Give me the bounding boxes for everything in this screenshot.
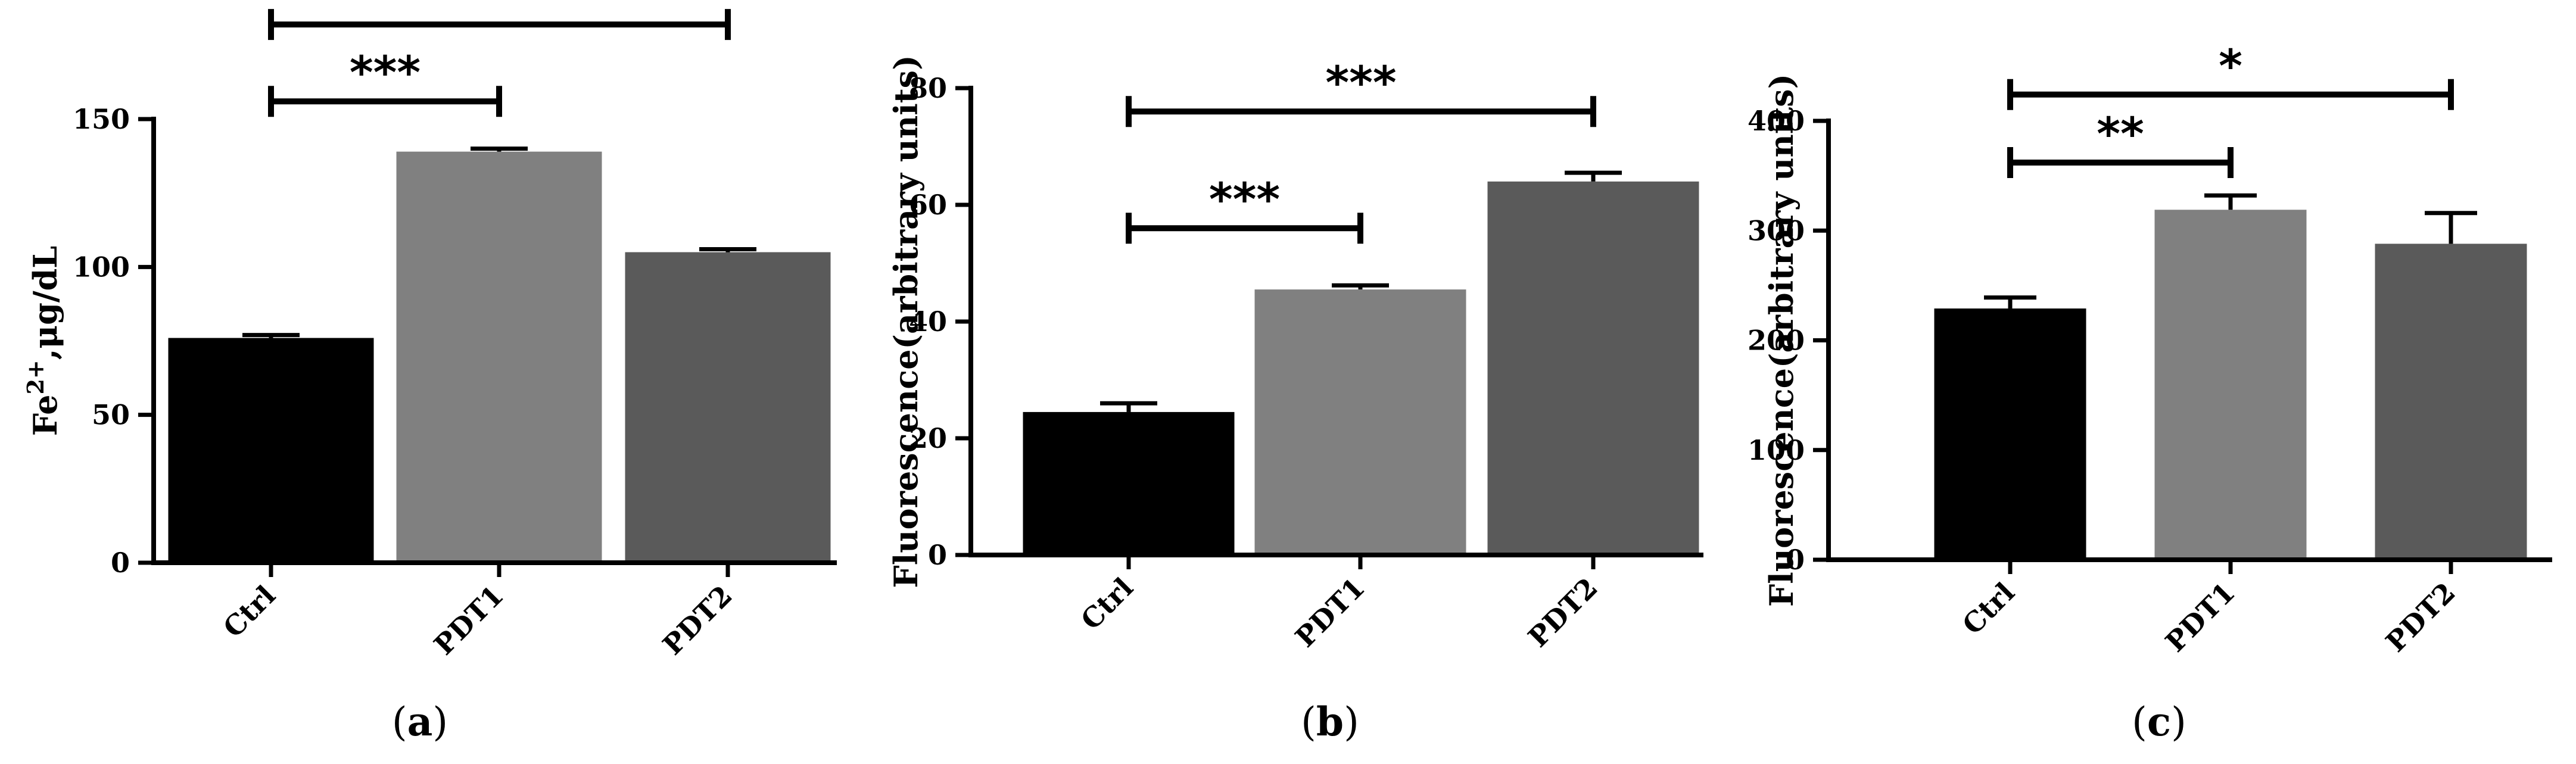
bar-ctrl: [168, 338, 374, 563]
y-tick-label: 80: [909, 72, 947, 104]
y-axis-label-unit: ,μg/dL: [26, 246, 64, 360]
y-tick-label: 0: [928, 539, 947, 571]
y-tick-label: 100: [1748, 434, 1805, 466]
bar-ctrl: [1934, 308, 2086, 560]
y-axis-label: Fe2+,μg/dL: [22, 246, 64, 436]
bar-pdt2: [2375, 244, 2527, 560]
y-tick-label: 400: [1748, 105, 1805, 137]
y-tick-label: 200: [1748, 325, 1805, 357]
chart-panel-a: 0 50 100 150 Ctrl PDT1 PDT2 Fe2+,μg/dL *** *** (a): [22, 0, 837, 745]
panel-label: (b): [1301, 698, 1359, 745]
panel-label-open: (: [1301, 699, 1316, 745]
y-tick-label: 150: [73, 103, 130, 135]
panel-label: (a): [392, 698, 448, 745]
y-tick-label: 40: [909, 305, 947, 338]
panel-label-close: ): [432, 699, 448, 745]
panel-label-letter: c: [2147, 698, 2171, 745]
x-tick-label: PDT1: [1289, 572, 1371, 654]
x-tick-label: PDT2: [2379, 576, 2462, 659]
y-tick-label: 300: [1748, 214, 1805, 247]
y-axis-label: Fluorescence(arbitrary units): [1762, 74, 1801, 607]
bar-ctrl: [1023, 411, 1235, 555]
panel-label-open: (: [2132, 699, 2147, 745]
panel-label-letter: b: [1316, 698, 1344, 745]
chart-panel-b: 0 20 40 60 80 Ctrl PDT1 PDT2 Fluorescence(arbitr…: [887, 55, 1703, 745]
significance-label: ***: [350, 46, 420, 99]
panel-label-close: ): [2171, 699, 2186, 745]
y-axis-label-main: Fe: [26, 395, 64, 436]
significance-label: **: [2097, 107, 2144, 160]
panel-label-close: ): [1344, 699, 1359, 745]
bar-pdt1: [2154, 210, 2307, 560]
significance-label: ***: [1209, 173, 1280, 226]
significance-label: ***: [464, 0, 535, 22]
y-tick-label: 20: [909, 422, 947, 454]
x-tick-label: Ctrl: [1074, 572, 1139, 637]
panel-label-open: (: [392, 699, 407, 745]
y-tick-label: 0: [111, 547, 130, 579]
panel-label-letter: a: [407, 698, 433, 745]
bar-pdt1: [396, 151, 602, 563]
panel-label: (c): [2132, 698, 2186, 745]
bar-pdt1: [1254, 289, 1466, 555]
y-tick-label: 0: [1786, 544, 1805, 576]
x-tick-label: PDT2: [1522, 572, 1604, 654]
chart-panel-c: 0 100 200 300 400 Ctrl PDT1 PDT2 Fluorescence(ar…: [1748, 39, 2552, 745]
significance-label: ***: [1325, 56, 1396, 109]
bar-pdt2: [1487, 181, 1699, 555]
y-axis-label-superscript: 2+: [22, 360, 49, 394]
y-tick-label: 60: [909, 189, 947, 221]
x-tick-label: Ctrl: [1956, 576, 2021, 641]
x-tick-label: PDT2: [656, 579, 739, 662]
y-tick-label: 50: [92, 399, 130, 431]
x-tick-label: PDT1: [428, 579, 510, 662]
significance-label: *: [2219, 39, 2242, 92]
y-axis-label: Fluorescence(arbitrary units): [887, 55, 925, 588]
x-tick-label: Ctrl: [217, 579, 282, 644]
y-tick-label: 100: [73, 251, 130, 283]
x-tick-label: PDT1: [2159, 576, 2241, 659]
bar-pdt2: [625, 252, 831, 563]
